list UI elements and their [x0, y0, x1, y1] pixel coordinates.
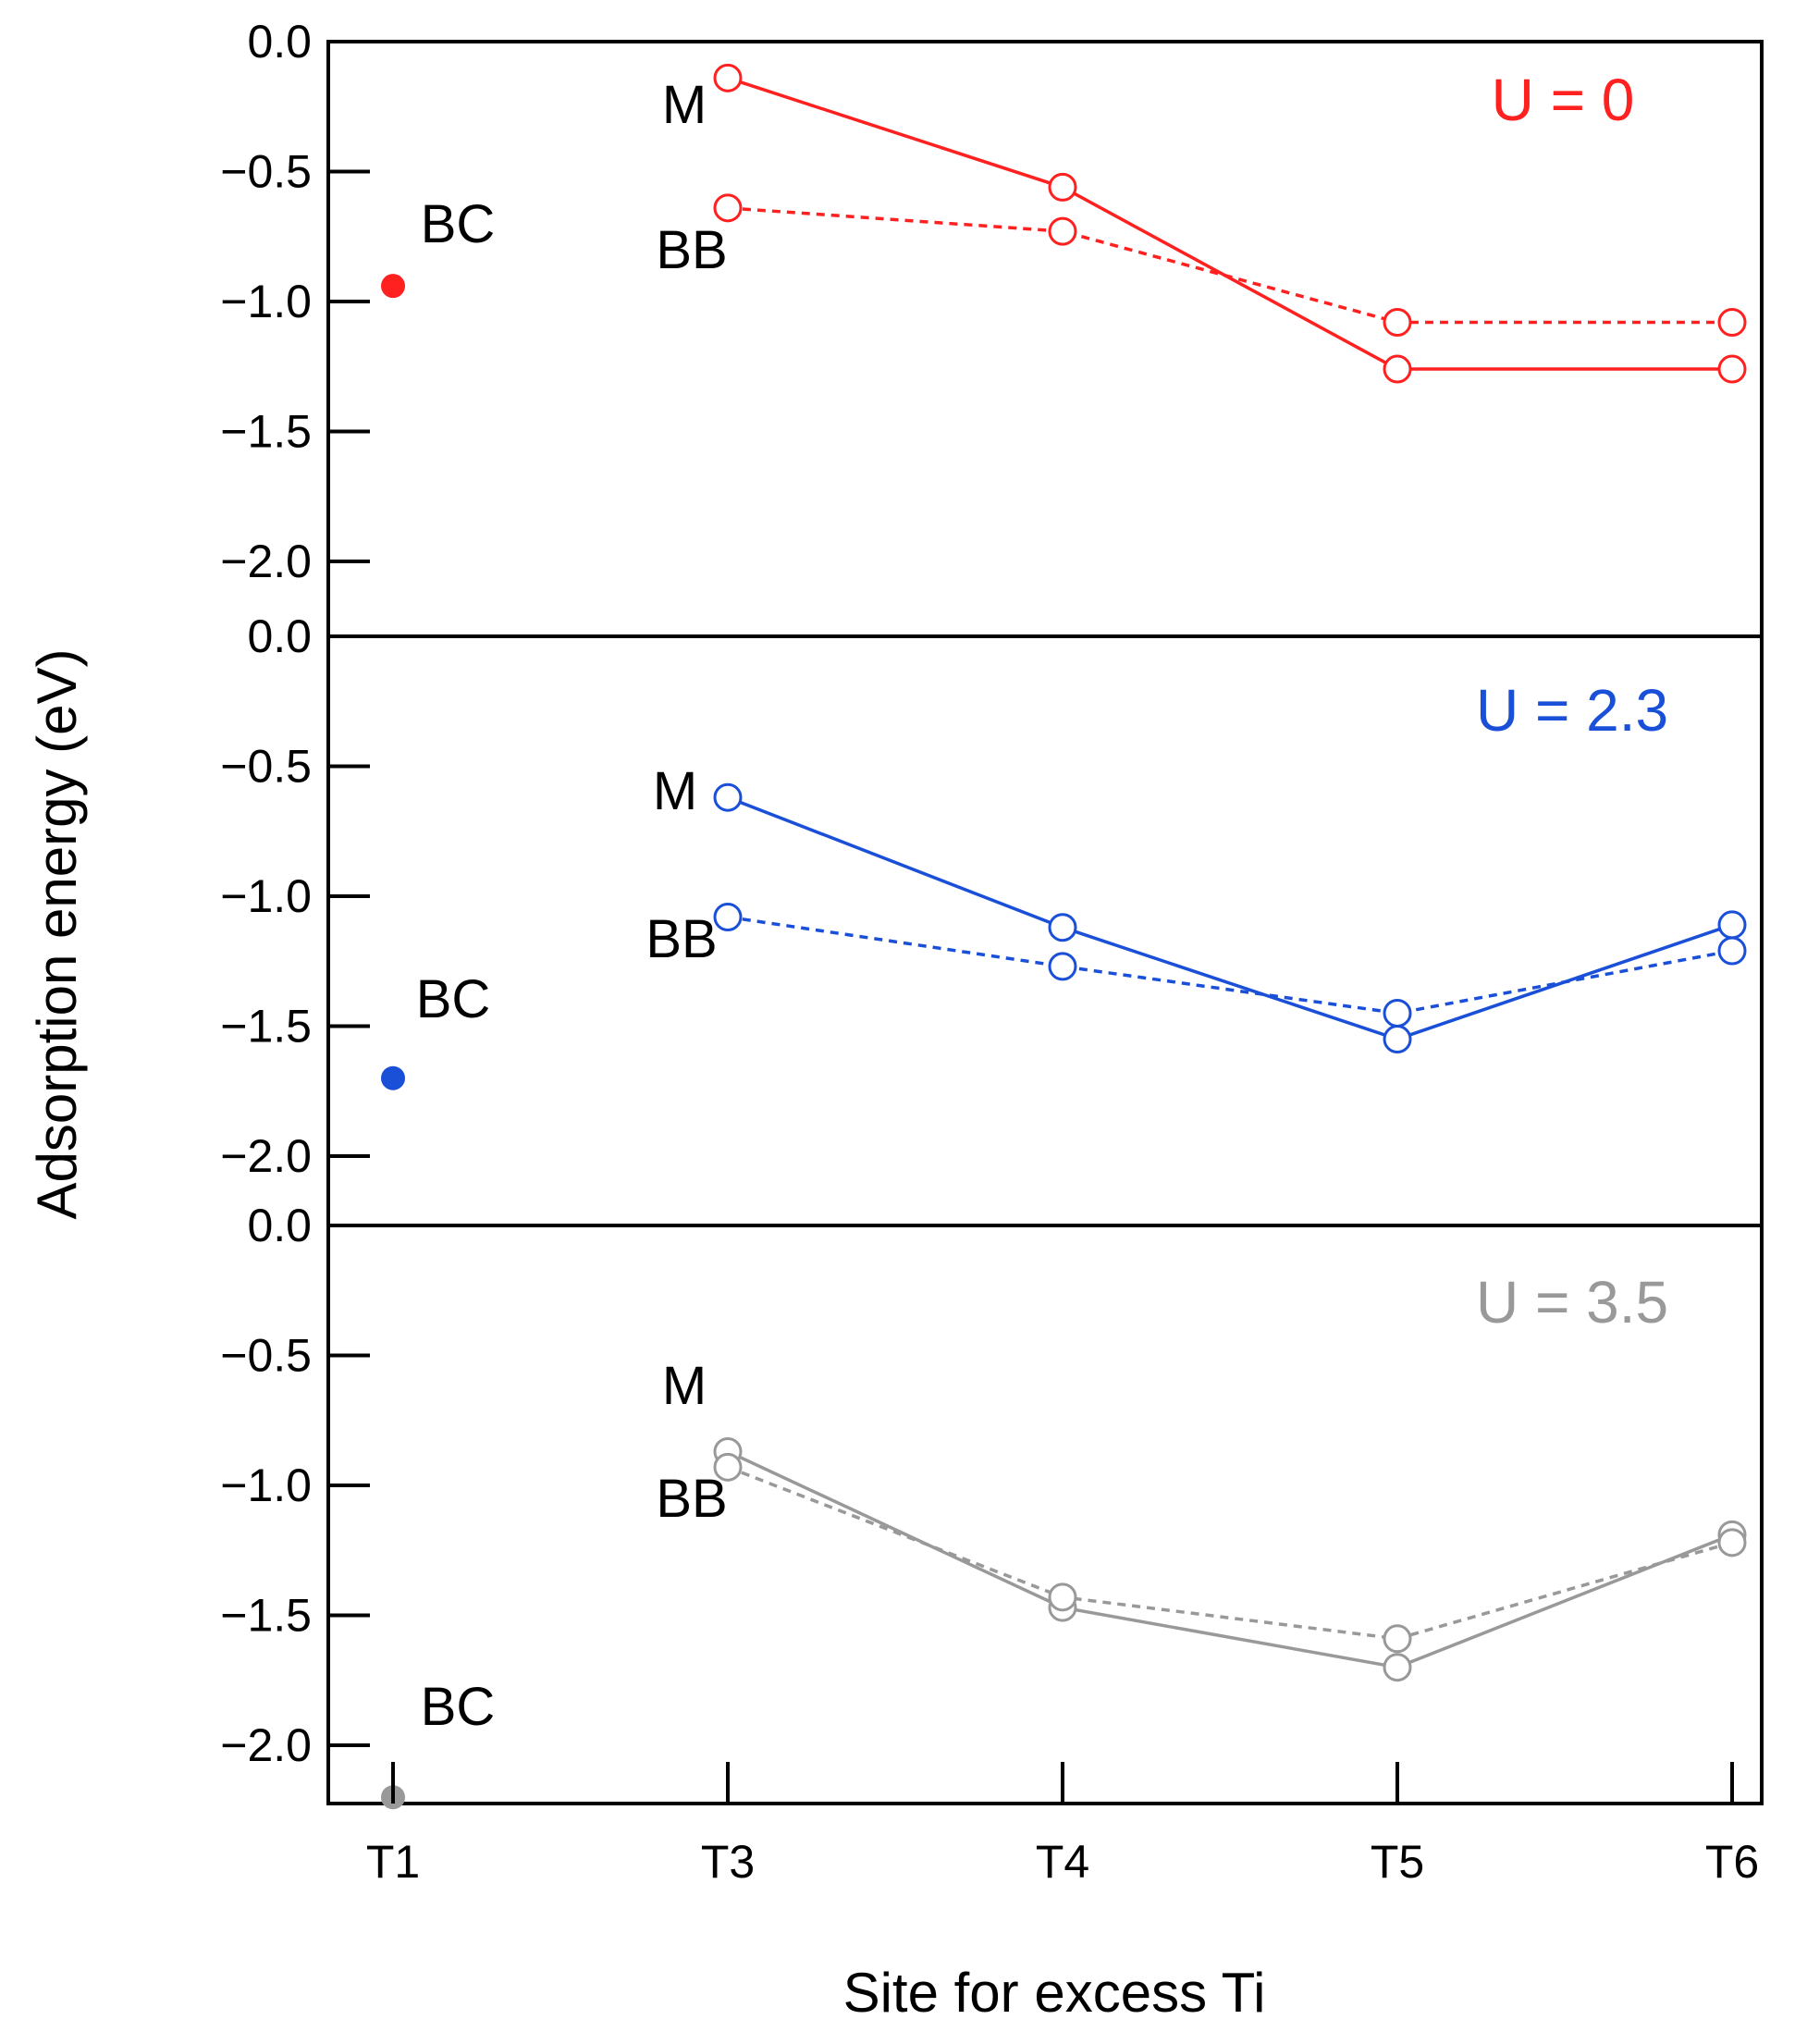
x-tick-label: T1 [366, 1836, 420, 1888]
data-point-bb [1048, 216, 1077, 246]
bc-label: BC [421, 1677, 496, 1737]
series-line-m [727, 795, 1733, 1041]
data-point-m [1717, 354, 1747, 384]
series-label-m: M [662, 75, 707, 135]
series-label-bb: BB [656, 1469, 727, 1529]
data-point-bb [1048, 952, 1077, 981]
y-tick-label: −1.5 [220, 1590, 312, 1642]
series-label-bb: BB [656, 220, 727, 280]
y-tick-label: −0.5 [220, 741, 312, 793]
y-tick-label: −0.5 [220, 146, 312, 198]
bc-point [381, 1065, 405, 1090]
x-tick-label: T5 [1371, 1836, 1424, 1888]
series-line-bb [727, 206, 1732, 325]
bc-point [381, 274, 405, 299]
data-point-m [713, 782, 743, 812]
y-tick-label: −1.0 [220, 1459, 312, 1511]
y-tick-label: −0.5 [220, 1330, 312, 1382]
x-axis: T1 T3 T4 T5 T6 [366, 1762, 1759, 1888]
panels: 0.0 −0.5 −1.0 −1.5 −2.0 U = 0 M BB BC 0.0 −0.5 −1.0… [220, 16, 1747, 1810]
series-label-m: M [653, 761, 697, 821]
data-point-bb [1383, 998, 1412, 1028]
bc-label: BC [416, 969, 491, 1029]
data-point-bb [1717, 936, 1747, 966]
plot-border [326, 40, 1764, 1805]
y-tick-label: 0.0 [247, 610, 312, 662]
data-point-bb [713, 902, 743, 931]
data-point-bb [713, 1452, 743, 1482]
data-point-bb [1717, 1528, 1747, 1558]
panel-label: U = 0 [1492, 67, 1635, 133]
y-tick-label: −2.0 [220, 536, 312, 587]
data-point-m [1383, 1025, 1412, 1054]
data-point-m [713, 63, 743, 92]
data-point-m [1383, 354, 1412, 384]
data-point-bb [1048, 1582, 1077, 1612]
panel-label: U = 3.5 [1476, 1269, 1668, 1336]
data-point-m [1048, 172, 1077, 202]
y-tick-label: −2.0 [220, 1130, 312, 1182]
series-line-bb [727, 1465, 1733, 1641]
y-tick-label: −1.5 [220, 1001, 312, 1053]
panel: 0.0 −0.5 −1.0 −1.5 −2.0 U = 2.3 M BB BC [220, 610, 1747, 1182]
data-point-m [1717, 910, 1747, 940]
data-point-m [1048, 913, 1077, 942]
x-tick-label: T3 [701, 1836, 755, 1888]
panel: 0.0 −0.5 −1.0 −1.5 −2.0 U = 0 M BB BC [220, 16, 1747, 587]
panel-label: U = 2.3 [1476, 677, 1668, 744]
data-point-m [1383, 1653, 1412, 1682]
data-point-bb [1717, 307, 1747, 337]
panel: 0.0 −0.5 −1.0 −1.5 −2.0 U = 3.5 M BB BC [220, 1200, 1747, 1810]
plot-frame [326, 40, 1764, 1805]
y-tick-label: −2.0 [220, 1719, 312, 1771]
bc-label: BC [421, 194, 496, 254]
x-axis-title: Site for excess Ti [843, 1962, 1266, 2024]
x-tick-label: T4 [1036, 1836, 1089, 1888]
x-tick-label: T6 [1705, 1836, 1759, 1888]
y-tick-label: 0.0 [247, 16, 312, 68]
series-label-m: M [662, 1356, 707, 1416]
data-point-bb [1383, 1624, 1412, 1654]
y-tick-label: −1.5 [220, 406, 312, 458]
y-axis-title: Adsorption energy (eV) [26, 649, 88, 1220]
y-tick-label: −1.0 [220, 276, 312, 327]
data-point-bb [1383, 307, 1412, 337]
series-line-m [727, 1449, 1733, 1669]
data-point-bb [713, 193, 743, 223]
series-line-bb [727, 915, 1733, 1016]
series-label-bb: BB [645, 909, 717, 969]
y-tick-label: 0.0 [247, 1200, 312, 1251]
y-tick-label: −1.0 [220, 870, 312, 922]
